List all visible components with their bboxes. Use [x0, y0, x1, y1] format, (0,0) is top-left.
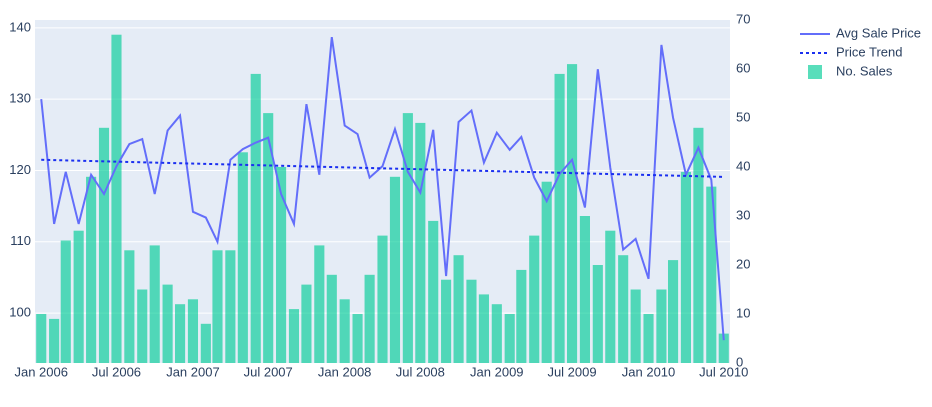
- bar: [111, 34, 122, 363]
- x-tick-label: Jul 2006: [92, 364, 141, 379]
- legend-label: Price Trend: [836, 44, 902, 59]
- bar: [566, 64, 578, 363]
- bar: [656, 289, 667, 363]
- x-tick-label: Jan 2006: [14, 364, 68, 379]
- bar: [415, 122, 426, 364]
- bar: [693, 127, 704, 363]
- bar: [86, 176, 97, 363]
- bar: [592, 265, 603, 363]
- y2-tick-label: 50: [736, 109, 750, 124]
- x-tick-label: Jan 2010: [622, 364, 676, 379]
- x-tick-label: Jan 2007: [166, 364, 220, 379]
- bar: [200, 323, 211, 363]
- bar: [441, 279, 452, 363]
- bar: [364, 274, 375, 363]
- y2-tick-label: 30: [736, 207, 750, 222]
- y-tick-label: 110: [10, 233, 31, 248]
- bar: [137, 289, 148, 363]
- bar: [326, 274, 337, 363]
- bar: [352, 314, 363, 363]
- bar: [680, 171, 692, 363]
- bar: [718, 333, 729, 363]
- bar: [466, 279, 477, 363]
- bar: [491, 304, 502, 363]
- y-tick-label: 100: [9, 305, 31, 320]
- bar: [504, 314, 515, 363]
- bar: [618, 255, 629, 363]
- bar: [529, 235, 540, 363]
- x-tick-label: Jan 2008: [318, 364, 372, 379]
- bar: [377, 235, 388, 363]
- line: [40, 36, 725, 341]
- y-tick-label: 120: [9, 162, 31, 177]
- legend-label: No. Sales: [836, 63, 893, 78]
- y2-tick-label: 70: [736, 11, 750, 26]
- legend-swatch: [808, 65, 822, 79]
- bar: [175, 304, 186, 363]
- x-tick-label: Jul 2008: [396, 364, 445, 379]
- x-tick-label: Jul 2009: [547, 364, 596, 379]
- bar: [516, 269, 527, 363]
- bar: [250, 73, 261, 364]
- y2-tick-label: 20: [736, 256, 750, 271]
- bar: [706, 186, 717, 363]
- bar: [276, 167, 287, 363]
- bar: [314, 245, 325, 363]
- bar: [478, 294, 489, 363]
- bar: [212, 250, 223, 363]
- bar: [162, 284, 173, 363]
- legend-label: Avg Sale Price: [836, 25, 921, 40]
- bar: [389, 176, 401, 363]
- bar: [36, 314, 47, 363]
- bar: [339, 299, 350, 363]
- bar: [225, 250, 236, 363]
- x-tick-label: Jan 2009: [470, 364, 524, 379]
- y2-tick-label: 10: [736, 305, 750, 320]
- bar: [579, 216, 590, 363]
- y2-tick-label: 60: [736, 60, 750, 75]
- y2-tick-label: 0: [736, 354, 743, 369]
- bar: [73, 230, 84, 363]
- bar: [605, 230, 616, 363]
- bar: [60, 240, 71, 363]
- x-tick-label: Jul 2007: [244, 364, 293, 379]
- bar: [301, 284, 312, 363]
- bar: [149, 245, 160, 363]
- x-tick-label: Jul 2010: [699, 364, 748, 379]
- bar: [541, 181, 552, 363]
- bar: [49, 318, 60, 363]
- bar: [263, 113, 274, 363]
- bar: [453, 255, 464, 363]
- bar: [643, 314, 654, 363]
- y-tick-label: 130: [9, 91, 31, 106]
- bar: [630, 289, 641, 363]
- y2-tick-label: 40: [736, 158, 750, 173]
- y-tick-label: 140: [9, 19, 31, 34]
- bar: [428, 220, 439, 363]
- bar: [554, 73, 565, 364]
- bar: [667, 260, 679, 363]
- bar: [402, 113, 413, 363]
- bar: [237, 152, 248, 363]
- bar: [288, 309, 300, 363]
- bar: [98, 127, 110, 363]
- bar: [124, 250, 135, 363]
- bar: [187, 299, 199, 363]
